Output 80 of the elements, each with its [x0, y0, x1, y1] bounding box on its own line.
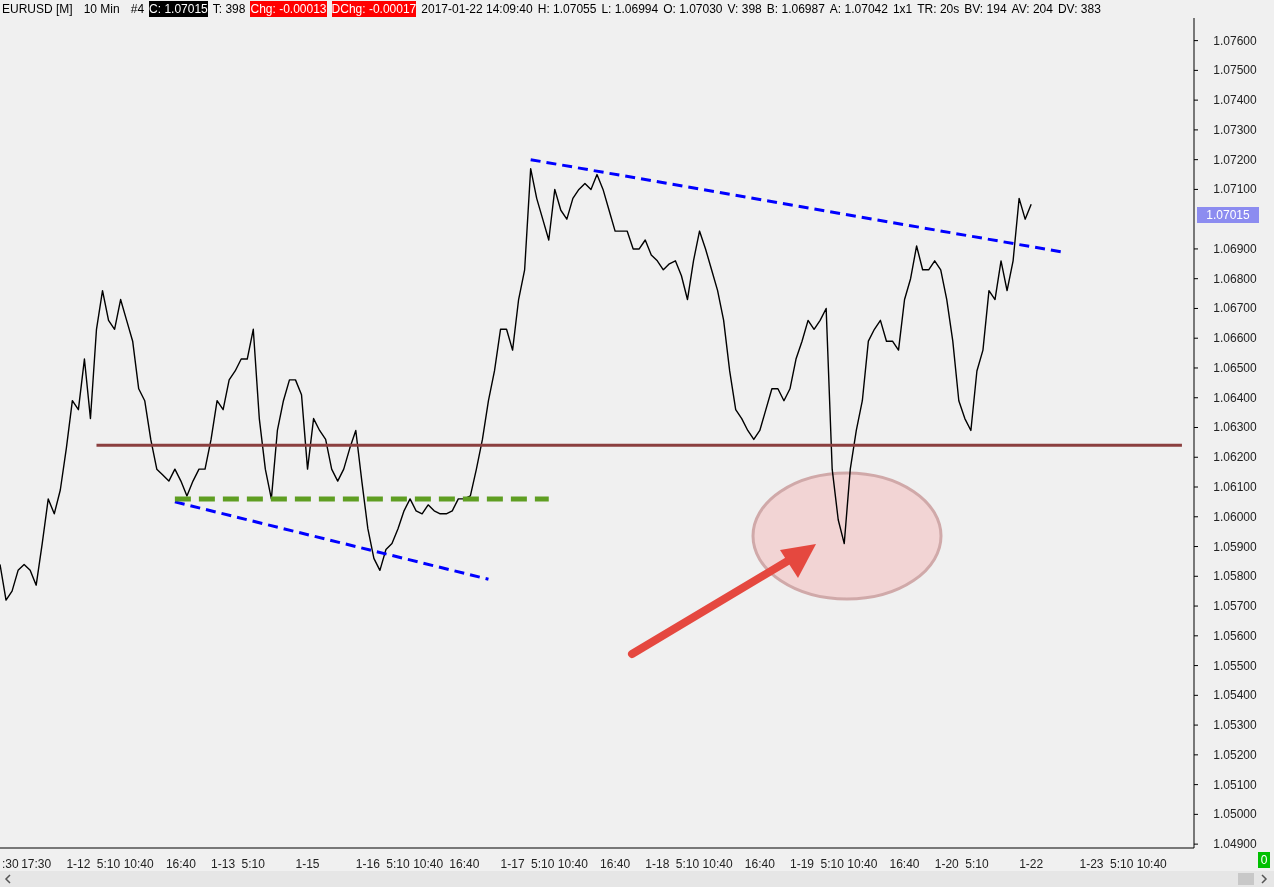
text: EURUSD [M] — [2, 1, 73, 17]
x-tick-label: 5:10 — [1109, 857, 1134, 871]
x-tick-label: 16:40 — [744, 857, 776, 871]
x-tick-label: 5:10 — [241, 857, 266, 871]
y-tick-label: 1.06400 — [1213, 390, 1258, 405]
x-tick-label: 5:10 — [965, 857, 989, 871]
text: A: 1.07042 — [829, 1, 888, 17]
y-tick-label: 1.05000 — [1213, 807, 1258, 822]
x-tick-label: 1-12 — [66, 857, 91, 871]
y-tick-label: 1.05900 — [1213, 539, 1258, 554]
text: H: 1.07055 — [537, 1, 597, 17]
text: TR: 20s — [917, 1, 960, 17]
y-tick-label: 1.05700 — [1213, 599, 1258, 614]
y-tick-label: 1.07500 — [1213, 63, 1258, 78]
x-tick-label: 16:40 — [165, 857, 197, 871]
x-tick-label: 1-15 — [295, 857, 320, 871]
y-tick-label: 1.06800 — [1213, 271, 1258, 286]
x-tick-label: 17:30 — [21, 857, 52, 871]
text: L: 1.06994 — [601, 1, 659, 17]
y-tick-label: 1.05800 — [1213, 569, 1258, 584]
x-tick-label: 16:40 — [889, 857, 920, 871]
text: O: 1.07030 — [663, 1, 723, 17]
y-tick-label: 1.07400 — [1213, 93, 1258, 108]
y-tick-label: 1.06900 — [1213, 241, 1258, 256]
x-tick-label: 1-17 — [500, 857, 525, 871]
text: T: 398 — [212, 1, 246, 17]
x-tick-label: :30 — [2, 857, 20, 871]
text: 2017-01-22 14:09:40 — [421, 1, 533, 17]
text: 10 Min — [83, 1, 120, 17]
text: 1.07015 — [1197, 207, 1259, 223]
text: 0 — [1258, 852, 1270, 868]
x-tick-label: 1-23 — [1079, 857, 1104, 871]
text: DV: 383 — [1057, 1, 1101, 17]
x-tick-label: 1-16 — [355, 857, 381, 871]
x-tick-label: 10:40 — [847, 857, 878, 871]
x-tick-label: 5:10 — [386, 857, 410, 871]
text: B: 1.06987 — [766, 1, 825, 17]
y-tick-label: 1.05300 — [1213, 718, 1258, 733]
text: #4 — [130, 1, 145, 17]
y-tick-label: 1.06200 — [1213, 450, 1258, 465]
y-tick-label: 1.05600 — [1213, 628, 1258, 643]
text: AV: 204 — [1011, 1, 1053, 17]
y-tick-label: 1.07200 — [1213, 152, 1258, 167]
y-tick-label: 1.06100 — [1213, 480, 1258, 495]
x-tick-label: 1-22 — [1019, 857, 1044, 871]
x-tick-label: 1-19 — [790, 857, 815, 871]
x-tick-label: 10:40 — [413, 857, 444, 871]
text: Chg: -0.00013 — [250, 1, 327, 17]
y-tick-label: 1.05500 — [1213, 658, 1258, 673]
x-tick-label: 1-13 — [211, 857, 236, 871]
y-tick-label: 1.05400 — [1213, 688, 1258, 703]
y-tick-label: 1.06500 — [1213, 360, 1258, 375]
line-series — [0, 167, 1032, 601]
text: C: 1.07015 — [149, 1, 208, 17]
x-tick-label: 16:40 — [600, 857, 631, 871]
x-tick-label: 16:40 — [449, 857, 480, 871]
y-tick-label: 1.06600 — [1213, 331, 1258, 346]
x-tick-label: 1-18 — [645, 857, 670, 871]
y-tick-label: 1.04900 — [1213, 837, 1258, 852]
x-tick-label: 1-20 — [934, 857, 960, 871]
x-tick-label: 5:10 — [96, 857, 121, 871]
y-tick-label: 1.06000 — [1213, 509, 1258, 524]
y-tick-label: 1.05100 — [1213, 777, 1258, 792]
text: V: 398 — [727, 1, 762, 17]
x-tick-label: 10:40 — [1136, 857, 1168, 871]
y-tick-label: 1.05200 — [1213, 747, 1258, 762]
y-tick-label: 1.06700 — [1213, 301, 1258, 316]
x-tick-label: 10:40 — [702, 857, 733, 871]
x-tick-label: 10:40 — [123, 857, 155, 871]
y-tick-label: 1.07300 — [1213, 122, 1258, 137]
x-tick-label: 10:40 — [557, 857, 589, 871]
y-tick-label: 1.06300 — [1213, 420, 1258, 435]
x-tick-label: 5:10 — [820, 857, 845, 871]
text: 1x1 — [892, 1, 913, 17]
x-tick-label: 5:10 — [675, 857, 700, 871]
text: DChg: -0.00017 — [331, 1, 417, 17]
y-tick-label: 1.07600 — [1213, 33, 1258, 48]
x-tick-label: 5:10 — [531, 857, 555, 871]
text: BV: 194 — [964, 1, 1007, 17]
y-tick-label: 1.07100 — [1213, 182, 1258, 197]
